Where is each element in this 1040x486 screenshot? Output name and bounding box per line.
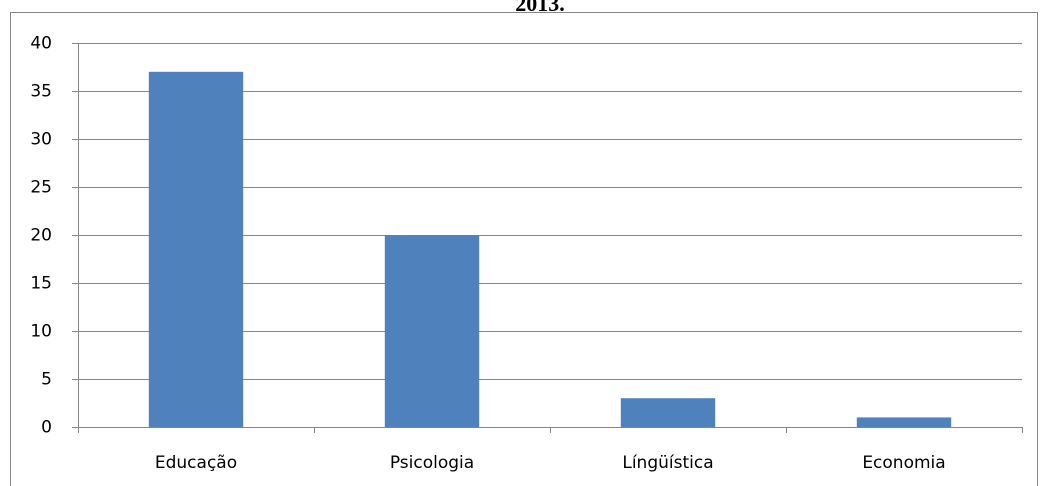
y-tick-label: 40 — [30, 34, 52, 54]
y-tick-label: 0 — [41, 418, 52, 438]
y-tick-label: 35 — [30, 82, 52, 102]
y-tick-label: 10 — [30, 322, 52, 342]
x-tick-label: Educação — [155, 453, 237, 473]
y-tick-label: 5 — [41, 370, 52, 390]
y-tick-label: 20 — [30, 226, 52, 246]
x-tick-label: Psicologia — [390, 453, 474, 473]
y-tick-label: 15 — [30, 274, 52, 294]
y-tick-label: 30 — [30, 130, 52, 150]
x-tick-label: Língüística — [622, 453, 713, 473]
bar — [856, 417, 952, 427]
bar — [384, 235, 480, 427]
chart-title: 2013. — [515, 0, 565, 16]
x-tick-label: Economia — [862, 453, 945, 473]
y-tick-label: 25 — [30, 178, 52, 198]
bar — [148, 71, 244, 428]
bar — [620, 398, 716, 427]
